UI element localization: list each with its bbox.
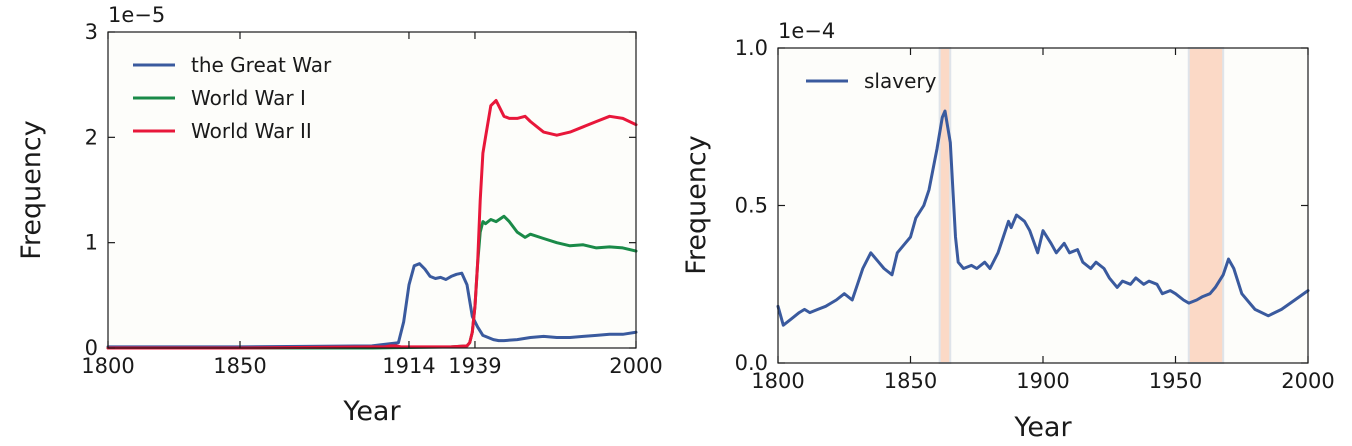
right-series-line bbox=[776, 109, 1310, 327]
right-x-tick-label: 1850 bbox=[884, 369, 937, 393]
left-series-line bbox=[106, 262, 638, 349]
left-plot-frame bbox=[107, 31, 637, 349]
right-x-tick-label: 1900 bbox=[1016, 369, 1069, 393]
right-legend-label: slavery bbox=[864, 69, 937, 93]
right-x-axis-label: Year bbox=[1013, 412, 1072, 443]
left-y-axis-label: Frequency bbox=[16, 120, 47, 260]
left-y-offset-label: 1e−5 bbox=[108, 3, 165, 27]
left-legend-label: World War I bbox=[191, 86, 306, 110]
right-x-tick-label: 2000 bbox=[1281, 369, 1334, 393]
left-x-tick-label: 1850 bbox=[213, 354, 266, 378]
left-legend-label: the Great War bbox=[191, 53, 332, 77]
left-y-tick-label: 3 bbox=[85, 20, 98, 44]
left-x-tick-label: 1939 bbox=[448, 354, 501, 378]
left-y-tick-label: 1 bbox=[85, 231, 98, 255]
left-y-tick-label: 2 bbox=[85, 125, 98, 149]
left-plot-background bbox=[108, 32, 636, 348]
right-y-tick-label: 1.0 bbox=[735, 36, 768, 60]
right-x-tick-label: 1950 bbox=[1149, 369, 1202, 393]
right-y-tick-label: 0.5 bbox=[735, 194, 768, 218]
left-legend: the Great War World War I World War II bbox=[133, 53, 332, 143]
right-shaded-span bbox=[938, 47, 952, 364]
left-x-axis-label: Year bbox=[342, 396, 401, 427]
right-x-tick-label: 1800 bbox=[751, 369, 804, 393]
left-chart: 1800 1850 1914 1939 2000 0 1 2 3 1e−5 Year Frequ… bbox=[16, 3, 663, 427]
left-y-tick-label: 0 bbox=[85, 336, 98, 360]
right-plot-background bbox=[778, 48, 1308, 363]
left-x-tick-label: 1800 bbox=[81, 354, 134, 378]
left-legend-label: World War II bbox=[191, 119, 312, 143]
right-y-offset-label: 1e−4 bbox=[778, 19, 835, 43]
left-x-tick-label: 1914 bbox=[382, 354, 435, 378]
right-legend: slavery bbox=[806, 69, 937, 93]
right-y-tick-label: 0.0 bbox=[735, 351, 768, 375]
right-y-axis-label: Frequency bbox=[681, 135, 712, 275]
right-shaded-span bbox=[1187, 47, 1225, 364]
left-x-tick-label: 2000 bbox=[609, 354, 662, 378]
left-series-line bbox=[106, 99, 638, 350]
